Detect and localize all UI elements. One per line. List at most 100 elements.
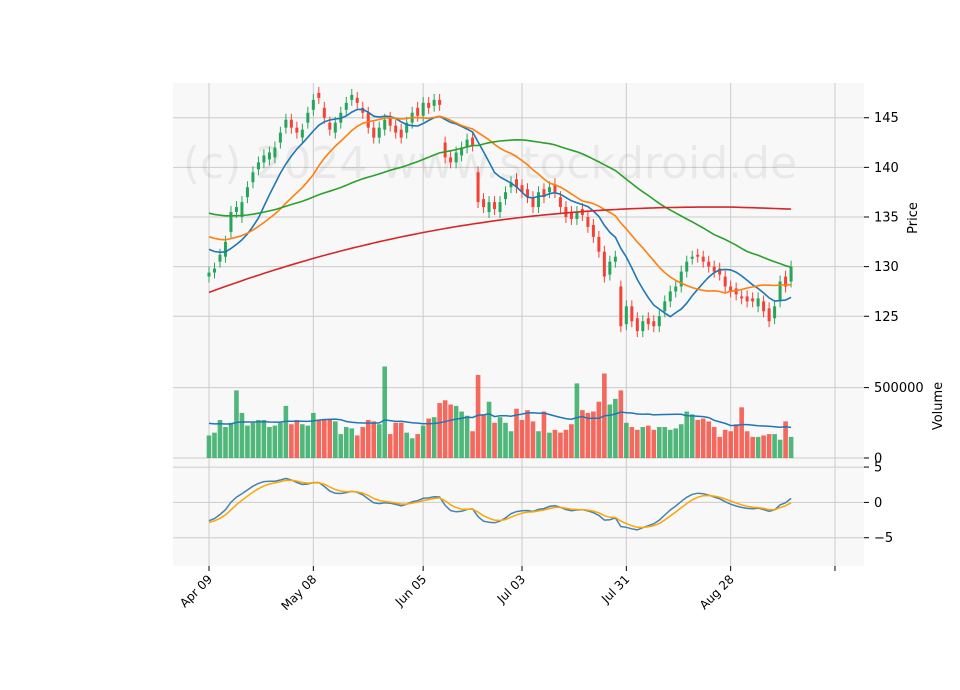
candle-body bbox=[756, 298, 760, 307]
candle-body bbox=[668, 291, 672, 302]
candle-body bbox=[690, 256, 694, 259]
volume-bar bbox=[651, 429, 657, 458]
candle-body bbox=[399, 129, 403, 138]
volume-bar bbox=[289, 424, 294, 458]
volume-bar bbox=[728, 431, 733, 458]
volume-bar bbox=[750, 436, 755, 458]
candle-body bbox=[586, 217, 590, 227]
volume-bar bbox=[245, 425, 250, 458]
candle-body bbox=[256, 162, 260, 170]
candle-body bbox=[685, 261, 689, 272]
volume-bar bbox=[613, 398, 618, 458]
candle-body bbox=[240, 202, 244, 217]
volume-bar bbox=[569, 424, 574, 458]
volume-bar bbox=[530, 421, 536, 458]
candle-body bbox=[597, 236, 601, 252]
candle-body bbox=[377, 127, 381, 138]
candle-body bbox=[558, 197, 562, 208]
candle-body bbox=[212, 268, 217, 273]
candle-body bbox=[646, 318, 650, 325]
candle-body bbox=[454, 152, 458, 163]
volume-bar bbox=[360, 427, 366, 458]
volume-bar bbox=[667, 429, 673, 458]
candle-body bbox=[547, 187, 551, 193]
candle-body bbox=[229, 212, 233, 232]
volume-bar bbox=[547, 432, 552, 458]
candle-body bbox=[333, 122, 337, 133]
volume-bar bbox=[300, 424, 305, 458]
volume-bar bbox=[459, 411, 464, 458]
candle-body bbox=[652, 321, 656, 327]
volume-axis-label: Volume bbox=[931, 382, 946, 430]
candle-body bbox=[723, 276, 727, 287]
x-tick-label: Apr 09 bbox=[177, 572, 215, 610]
candle-body bbox=[740, 296, 744, 299]
candle-body bbox=[718, 268, 722, 275]
candle-body bbox=[234, 207, 238, 213]
volume-bar bbox=[772, 434, 777, 458]
volume-bar bbox=[508, 431, 514, 458]
candle-body bbox=[427, 102, 431, 108]
candle-body bbox=[729, 286, 733, 292]
sma-short-line bbox=[208, 108, 792, 318]
volume-bar bbox=[426, 418, 431, 458]
candle-body bbox=[707, 261, 711, 267]
price-tick-label: 130 bbox=[874, 260, 899, 275]
volume-bar bbox=[475, 374, 481, 458]
volume-bar bbox=[354, 435, 360, 458]
volume-bar bbox=[755, 436, 761, 458]
volume-bar bbox=[580, 410, 585, 458]
volume-bar bbox=[387, 434, 393, 458]
sma-mid-line bbox=[208, 115, 792, 294]
candle-body bbox=[328, 122, 332, 130]
volume-bar bbox=[486, 401, 492, 458]
volume-bar bbox=[503, 422, 508, 458]
x-tick-label: Aug 28 bbox=[697, 572, 737, 612]
candle-body bbox=[569, 212, 573, 219]
price-tick-label: 125 bbox=[874, 310, 899, 325]
volume-bar bbox=[711, 427, 717, 458]
volume-bar bbox=[365, 419, 371, 458]
volume-bar bbox=[206, 435, 212, 458]
volume-bar bbox=[635, 429, 640, 458]
volume-bar bbox=[629, 427, 635, 458]
candle-body bbox=[416, 107, 420, 116]
grid-lines bbox=[173, 83, 864, 566]
candle-body bbox=[223, 241, 227, 257]
candle-body bbox=[520, 185, 524, 193]
volume-bar bbox=[371, 421, 377, 458]
volume-bar bbox=[497, 417, 503, 458]
candle-body bbox=[575, 212, 579, 219]
volume-bar bbox=[585, 412, 591, 458]
candle-body bbox=[482, 199, 486, 208]
candle-body bbox=[405, 122, 409, 133]
candle-body bbox=[443, 142, 447, 158]
candle-body bbox=[635, 318, 639, 332]
candle-body bbox=[701, 256, 705, 262]
volume-bar bbox=[256, 419, 261, 458]
macd-tick-label: −5 bbox=[874, 531, 893, 546]
volume-bar bbox=[563, 429, 569, 458]
candle-body bbox=[465, 139, 469, 148]
volume-bar bbox=[618, 390, 624, 458]
candle-body bbox=[696, 254, 700, 257]
price-tick-label: 140 bbox=[874, 161, 899, 176]
candle-body bbox=[394, 125, 398, 133]
volume-bar bbox=[645, 425, 651, 458]
candle-body bbox=[449, 157, 453, 163]
volume-bar bbox=[404, 432, 409, 458]
volume-ma-line bbox=[208, 411, 792, 429]
candle-body bbox=[608, 261, 612, 275]
volume-bar bbox=[733, 424, 739, 458]
volume-bar bbox=[717, 436, 722, 458]
candle-body bbox=[273, 147, 277, 158]
candle-body bbox=[674, 286, 678, 292]
macd-tick-label: 0 bbox=[874, 496, 882, 511]
candle-body bbox=[624, 306, 628, 325]
sma-long-line bbox=[208, 138, 792, 269]
volume-bar bbox=[656, 427, 662, 458]
volume-bar bbox=[420, 425, 426, 458]
candle-body bbox=[531, 197, 535, 208]
candle-body bbox=[641, 321, 645, 332]
